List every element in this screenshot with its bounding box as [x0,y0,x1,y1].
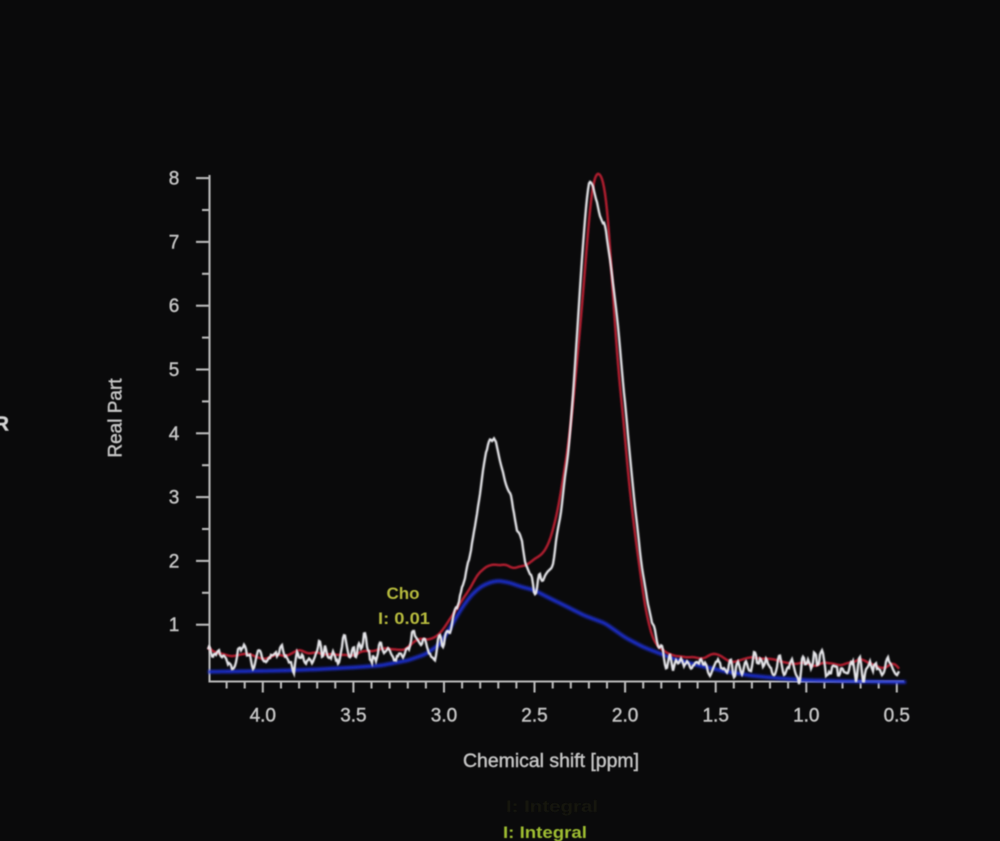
svg-text:2: 2 [169,551,180,572]
svg-text:I: Integral: I: Integral [503,823,587,841]
svg-text:4: 4 [169,424,180,445]
svg-text:6: 6 [169,296,180,317]
svg-text:I: Integral: I: Integral [506,797,598,816]
svg-text:2.0: 2.0 [612,706,638,727]
svg-text:0.5: 0.5 [884,706,910,727]
svg-text:8: 8 [169,169,180,190]
svg-text:Real Part: Real Part [106,378,127,458]
svg-text:1.5: 1.5 [702,706,728,727]
svg-text:3.0: 3.0 [431,706,457,727]
svg-text:4.0: 4.0 [250,706,276,727]
svg-text:3.5: 3.5 [340,706,366,727]
svg-text:1.0: 1.0 [793,706,819,727]
svg-text:Chemical shift [ppm]: Chemical shift [ppm] [463,751,639,772]
svg-text:5: 5 [169,360,180,381]
svg-text:7: 7 [169,232,180,253]
svg-text:1: 1 [169,615,180,636]
svg-text:I: 0.01: I: 0.01 [378,609,430,628]
svg-text:R: R [0,414,10,436]
svg-text:2.5: 2.5 [521,706,547,727]
svg-text:Cho: Cho [386,584,419,603]
svg-text:3: 3 [169,488,180,509]
